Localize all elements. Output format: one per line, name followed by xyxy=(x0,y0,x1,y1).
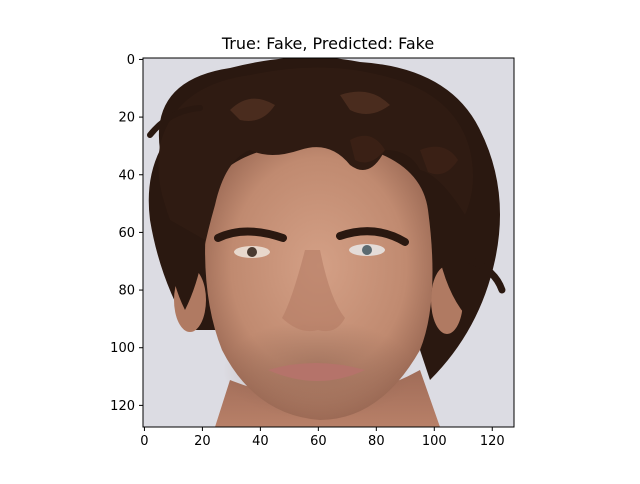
hair-strand-left xyxy=(147,105,203,138)
chart-title: True: Fake, Predicted: Fake xyxy=(221,34,434,53)
mouth-shape xyxy=(268,363,365,381)
x-tick-label: 60 xyxy=(310,434,327,449)
nose-shape xyxy=(282,250,345,332)
hair-curl-3 xyxy=(350,135,385,163)
hair-strand-right xyxy=(466,256,506,294)
hair-side-right xyxy=(440,230,473,320)
y-tick-label: 60 xyxy=(118,226,135,241)
x-axis: 0 20 40 60 80 100 120 xyxy=(140,427,505,449)
y-tick-label: 100 xyxy=(110,341,135,356)
y-tick-label: 80 xyxy=(118,284,135,299)
hair-curl-1 xyxy=(230,98,275,121)
hair-curl-4 xyxy=(420,146,458,175)
left-eyebrow xyxy=(214,227,287,242)
y-tick-label: 20 xyxy=(118,111,135,126)
x-tick-label: 80 xyxy=(368,434,385,449)
y-tick-label: 40 xyxy=(118,168,135,183)
y-tick-label: 0 xyxy=(127,53,135,68)
face-portrait-icon xyxy=(143,58,514,427)
hair-front-shape xyxy=(158,67,474,270)
x-tick-label: 100 xyxy=(422,434,447,449)
x-tick-label: 120 xyxy=(480,434,505,449)
y-tick-label: 120 xyxy=(110,399,135,414)
x-tick-label: 20 xyxy=(194,434,211,449)
x-tick-label: 40 xyxy=(252,434,269,449)
right-eyebrow xyxy=(336,227,409,246)
right-iris xyxy=(362,245,372,255)
x-tick-label: 0 xyxy=(140,434,148,449)
y-axis: 0 20 40 60 80 100 120 xyxy=(110,53,143,414)
hair-curl-2 xyxy=(340,91,390,114)
axes-frame xyxy=(142,57,515,428)
left-iris xyxy=(247,247,257,257)
hair-side-left xyxy=(169,220,205,310)
